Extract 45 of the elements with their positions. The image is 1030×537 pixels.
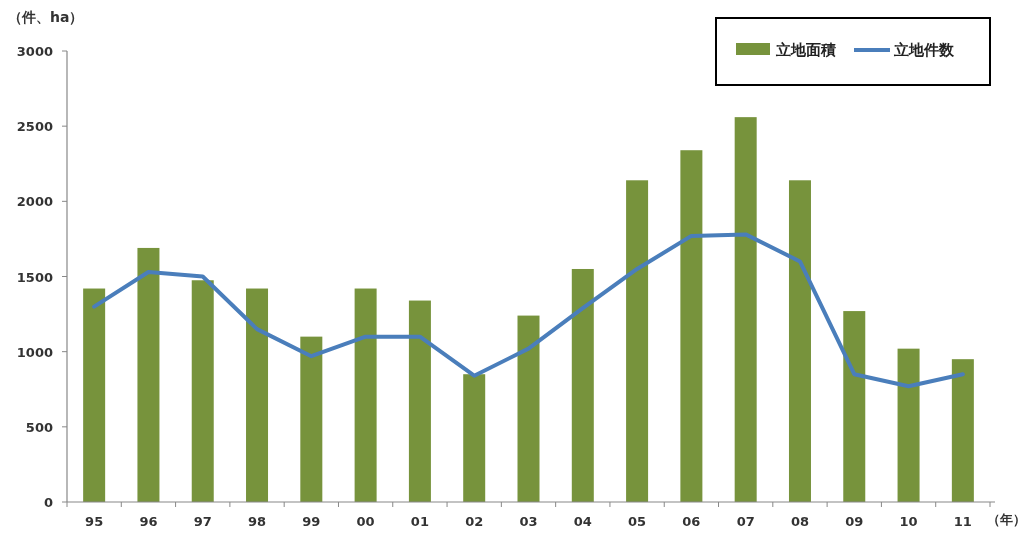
x-tick-label: 96	[139, 514, 158, 529]
y-axis-title: （件、ha）	[8, 9, 84, 25]
bar	[571, 268, 594, 502]
y-tick-label: 1500	[16, 269, 53, 285]
bar	[137, 247, 160, 502]
y-tick-label: 500	[25, 419, 53, 435]
x-tick-label: 99	[302, 514, 321, 529]
x-tick-label: 11	[953, 514, 972, 529]
x-tick-label: 10	[899, 514, 918, 529]
x-tick-label: 05	[628, 514, 647, 529]
bar	[408, 300, 431, 502]
x-tick-label: 00	[356, 514, 375, 529]
x-tick-label: 09	[845, 514, 864, 529]
bar	[788, 180, 811, 502]
x-tick-label: 08	[790, 514, 810, 529]
x-tick-label: 02	[465, 514, 484, 529]
bar	[734, 117, 757, 502]
bar	[191, 280, 214, 502]
bar	[951, 359, 974, 502]
bar	[517, 315, 540, 502]
bar	[897, 348, 920, 502]
y-tick-label: 0	[43, 495, 53, 510]
bar	[83, 288, 106, 502]
x-tick-label: 01	[410, 514, 429, 529]
legend-label: 立地面積	[775, 41, 836, 59]
x-tick-label: 04	[573, 514, 592, 529]
x-tick-label: 07	[736, 514, 755, 529]
bar	[300, 336, 323, 502]
legend-label: 立地件数	[893, 41, 955, 59]
bar	[246, 288, 269, 502]
bar	[680, 150, 703, 502]
x-tick-label: 97	[193, 514, 212, 529]
x-axis-title: （年）	[987, 512, 1026, 527]
x-tick-label: 06	[682, 514, 701, 529]
y-tick-label: 2000	[16, 194, 53, 210]
bar	[626, 180, 649, 502]
bar	[463, 374, 486, 502]
x-tick-label: 03	[519, 514, 538, 529]
y-tick-label: 1000	[16, 344, 53, 360]
bar	[843, 311, 866, 502]
bar	[354, 288, 377, 502]
x-tick-label: 95	[85, 514, 104, 529]
y-tick-label: 3000	[16, 44, 53, 59]
y-tick-label: 2500	[16, 119, 53, 135]
x-tick-label: 98	[247, 514, 267, 529]
